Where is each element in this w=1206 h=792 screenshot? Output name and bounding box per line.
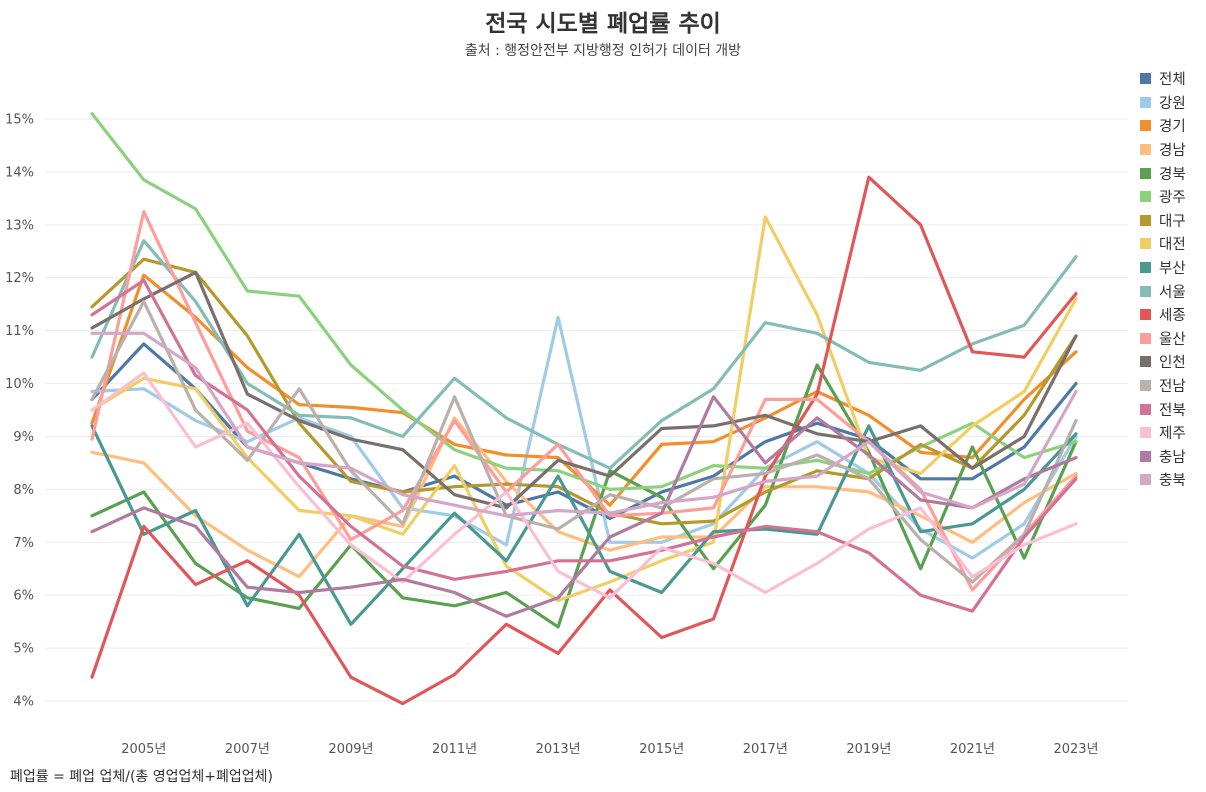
legend-label: 울산 xyxy=(1159,331,1186,348)
legend-item: 전체 xyxy=(1140,67,1186,91)
series-line-충북 xyxy=(90,331,1078,518)
series-line-제주 xyxy=(90,371,1078,600)
legend-swatch xyxy=(1140,474,1151,486)
x-tick-label: 2017년 xyxy=(743,742,788,757)
legend-item: 제주 xyxy=(1140,421,1186,445)
legend-label: 제주 xyxy=(1159,426,1186,443)
legend-label: 경기 xyxy=(1159,119,1186,136)
legend-item: 울산 xyxy=(1140,327,1186,351)
legend-label: 충북 xyxy=(1159,473,1186,490)
legend-swatch xyxy=(1140,380,1151,392)
series-line-대전 xyxy=(90,215,1078,603)
y-tick-label: 8% xyxy=(13,483,34,498)
series-line-강원 xyxy=(90,315,1078,560)
legend-label: 경북 xyxy=(1159,166,1186,183)
legend-swatch xyxy=(1140,120,1151,132)
legend-item: 경북 xyxy=(1140,161,1186,185)
legend-label: 세종 xyxy=(1159,308,1186,325)
series-lines xyxy=(90,112,1078,706)
chart-subtitle: 출처 : 행정안전부 지방행정 인허가 데이터 개방 xyxy=(464,43,742,59)
series-line-경북 xyxy=(90,363,1078,629)
legend-label: 충남 xyxy=(1159,449,1186,466)
legend-item: 충북 xyxy=(1140,468,1186,492)
y-tick-label: 11% xyxy=(5,324,34,339)
legend-swatch xyxy=(1140,144,1151,156)
series-line-충남 xyxy=(90,395,1078,618)
series-line-부산 xyxy=(90,424,1078,626)
y-tick-label: 7% xyxy=(13,536,34,551)
y-tick-label: 15% xyxy=(5,113,34,128)
legend-label: 서울 xyxy=(1159,284,1186,301)
legend-swatch xyxy=(1140,191,1151,203)
legend-item: 경남 xyxy=(1140,138,1186,162)
x-tick-label: 2019년 xyxy=(846,742,891,757)
legend-item: 서울 xyxy=(1140,279,1186,303)
y-tick-label: 10% xyxy=(5,377,34,392)
x-tick-label: 2013년 xyxy=(536,742,581,757)
x-tick-label: 2023년 xyxy=(1053,742,1098,757)
legend-swatch xyxy=(1140,332,1151,344)
legend-item: 경기 xyxy=(1140,114,1186,138)
legend-label: 광주 xyxy=(1159,190,1186,207)
legend-item: 부산 xyxy=(1140,256,1186,280)
legend-label: 인천 xyxy=(1159,355,1186,372)
legend-swatch xyxy=(1140,427,1151,439)
legend-swatch xyxy=(1140,285,1151,297)
legend-swatch xyxy=(1140,309,1151,321)
legend-label: 전체 xyxy=(1159,72,1186,89)
y-tick-label: 4% xyxy=(13,695,34,710)
x-tick-label: 2021년 xyxy=(950,742,995,757)
legend-item: 인천 xyxy=(1140,350,1186,374)
y-tick-label: 6% xyxy=(13,589,34,604)
y-tick-label: 5% xyxy=(13,642,34,657)
legend-label: 강원 xyxy=(1159,95,1186,112)
x-tick-label: 2015년 xyxy=(639,742,684,757)
legend-item: 대전 xyxy=(1140,232,1186,256)
chart-footnote: 폐업률 = 폐업 업체/(총 영업업체+폐업업체) xyxy=(10,769,273,785)
legend-swatch xyxy=(1140,214,1151,226)
series-line-세종 xyxy=(90,175,1078,706)
legend-label: 대구 xyxy=(1159,213,1186,230)
series-line-서울 xyxy=(90,239,1078,470)
legend-item: 강원 xyxy=(1140,91,1186,115)
y-tick-label: 13% xyxy=(5,218,34,233)
y-gridlines xyxy=(45,118,1128,702)
legend-swatch xyxy=(1140,356,1151,368)
legend-swatch xyxy=(1140,73,1151,85)
y-tick-label: 12% xyxy=(5,271,34,286)
series-line-인천 xyxy=(90,270,1078,510)
legend-swatch xyxy=(1140,403,1151,415)
chart-title: 전국 시도별 폐업률 추이 xyxy=(485,11,721,37)
x-tick-label: 2007년 xyxy=(225,742,270,757)
legend-label: 전남 xyxy=(1159,379,1186,396)
legend-swatch xyxy=(1140,450,1151,462)
legend-item: 대구 xyxy=(1140,209,1186,233)
x-tick-label: 2005년 xyxy=(121,742,166,757)
legend-swatch xyxy=(1140,262,1151,274)
x-tick-label: 2011년 xyxy=(432,742,477,757)
legend-item: 충남 xyxy=(1140,445,1186,469)
legend-item: 광주 xyxy=(1140,185,1186,209)
series-line-전북 xyxy=(90,278,1078,613)
legend-item: 세종 xyxy=(1140,303,1186,327)
legend-item: 전북 xyxy=(1140,397,1186,421)
legend-label: 대전 xyxy=(1159,237,1186,254)
legend-swatch xyxy=(1140,238,1151,250)
legend-swatch xyxy=(1140,167,1151,179)
y-tick-label: 14% xyxy=(5,165,34,180)
y-tick-label: 9% xyxy=(13,430,34,445)
legend-label: 부산 xyxy=(1159,261,1186,278)
series-line-경기 xyxy=(90,273,1078,507)
legend-label: 전북 xyxy=(1159,402,1186,419)
legend-item: 전남 xyxy=(1140,374,1186,398)
legend-label: 경남 xyxy=(1159,143,1186,160)
legend-swatch xyxy=(1140,96,1151,108)
x-tick-label: 2009년 xyxy=(328,742,373,757)
series-line-대구 xyxy=(90,257,1078,526)
